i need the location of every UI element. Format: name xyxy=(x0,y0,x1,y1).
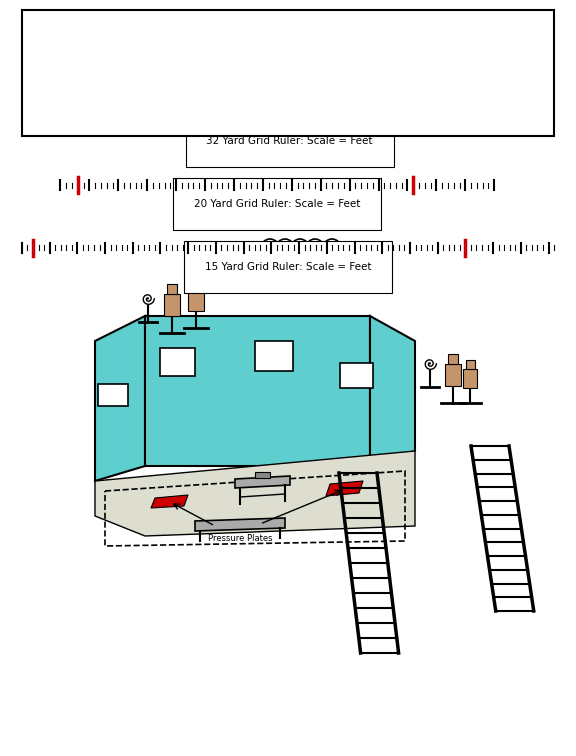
Text: length of the 2: length of the 2 xyxy=(113,86,211,99)
Bar xyxy=(191,279,201,289)
Polygon shape xyxy=(195,518,285,531)
Text: 20 Yard Grid Ruler: Scale = Feet: 20 Yard Grid Ruler: Scale = Feet xyxy=(194,200,361,209)
Polygon shape xyxy=(145,316,370,466)
Text: different grid scale, group the drawings ruler with the drawing.  Next: different grid scale, group the drawings… xyxy=(56,44,520,57)
Bar xyxy=(164,294,180,316)
Circle shape xyxy=(276,239,294,257)
Bar xyxy=(98,384,128,406)
Bar xyxy=(463,368,477,388)
Polygon shape xyxy=(95,316,145,481)
Text: 32 Yard Grid Ruler: Scale = Feet: 32 Yard Grid Ruler: Scale = Feet xyxy=(206,137,373,147)
Circle shape xyxy=(323,239,341,257)
Text: Pressure Plates: Pressure Plates xyxy=(208,534,272,543)
Text: ruler.  (press & hold: ruler. (press & hold xyxy=(201,86,342,99)
Polygon shape xyxy=(95,451,415,536)
Bar xyxy=(445,364,461,386)
Circle shape xyxy=(291,239,309,257)
Text: nd: nd xyxy=(193,81,205,90)
Bar xyxy=(465,360,475,368)
Text: Rulers for taking measurements and scaling drawings.  Red marks: Rulers for taking measurements and scali… xyxy=(67,16,509,29)
Text: Alt: Alt xyxy=(347,86,366,99)
Bar xyxy=(340,363,373,388)
Bar xyxy=(255,472,270,478)
Text: copy and paste the ruler for the grid scale you want to resize to next to: copy and paste the ruler for the grid sc… xyxy=(50,58,526,71)
Text: indicate the minimum distance for steel targets.  To size a drawing to a: indicate the minimum distance for steel … xyxy=(50,30,526,43)
Bar xyxy=(448,354,458,364)
Text: length of the 2: length of the 2 xyxy=(238,86,338,99)
Bar xyxy=(255,341,293,371)
Text: the drawings ruler.  Now resize the drawing until its ruler matches the: the drawings ruler. Now resize the drawi… xyxy=(54,72,522,85)
Text: &: & xyxy=(333,86,351,99)
Bar xyxy=(160,348,195,376)
Polygon shape xyxy=(235,476,290,488)
Circle shape xyxy=(306,239,324,257)
Bar xyxy=(167,284,177,294)
Text: 15 Yard Grid Ruler: Scale = Feet: 15 Yard Grid Ruler: Scale = Feet xyxy=(204,262,372,272)
Text: Shift: Shift xyxy=(309,86,341,99)
Bar xyxy=(188,289,204,311)
Polygon shape xyxy=(370,316,415,466)
Circle shape xyxy=(261,239,279,257)
FancyBboxPatch shape xyxy=(22,10,554,136)
Polygon shape xyxy=(151,495,188,508)
Text: during resizing).: during resizing). xyxy=(365,86,479,99)
Polygon shape xyxy=(326,481,363,496)
